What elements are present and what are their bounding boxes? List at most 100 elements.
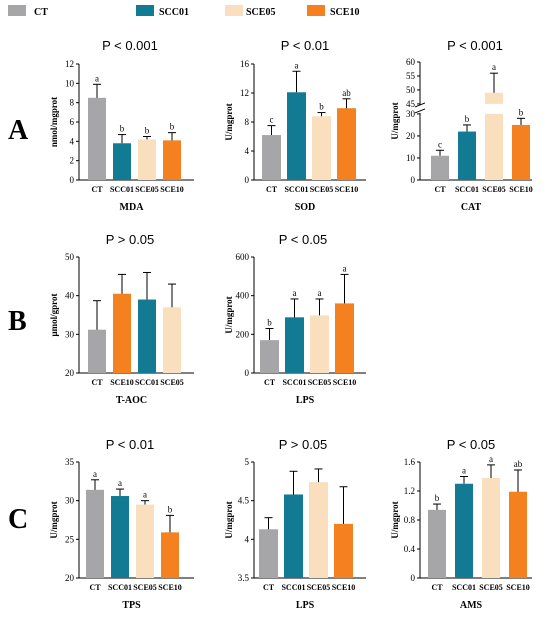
legend-swatch-sce05 <box>225 5 243 16</box>
y-tick-label: 10 <box>65 78 75 88</box>
bar-sce05 <box>482 477 500 578</box>
y-tick-label: 400 <box>236 291 250 301</box>
x-axis-label: T-AOC <box>116 395 147 406</box>
y-tick-label: 4.5 <box>238 496 250 506</box>
x-tick-label: SCC01 <box>282 378 306 387</box>
y-tick-label: 30 <box>406 109 416 119</box>
legend-swatch-ct <box>8 5 26 16</box>
x-tick-label: SCE05 <box>310 185 334 194</box>
y-tick-label: 600 <box>236 252 250 262</box>
significance-letter: a <box>93 469 97 479</box>
axis-break-mark <box>414 108 426 114</box>
x-axis-label: TPS <box>122 600 141 611</box>
panel-pvalue: P > 0.05 <box>106 232 155 247</box>
x-tick-label: SCE05 <box>133 583 157 592</box>
x-tick-label: CT <box>263 583 275 592</box>
y-tick-label: 12 <box>240 88 249 98</box>
bar-break-gap <box>484 103 504 114</box>
y-tick-label: 2 <box>70 156 75 166</box>
y-tick-label: 0 <box>70 175 75 185</box>
significance-letter: b <box>465 114 470 124</box>
bar-sce10 <box>337 108 356 180</box>
y-tick-label: 16 <box>240 59 250 69</box>
y-tick-label: 35 <box>65 457 75 467</box>
bar-sce05 <box>312 116 331 180</box>
x-tick-label: CT <box>91 185 103 194</box>
x-tick-label: CT <box>264 378 276 387</box>
y-tick-label: 20 <box>65 368 75 378</box>
bar-ct <box>428 509 446 578</box>
panel-pvalue: P < 0.01 <box>106 437 155 452</box>
y-tick-label: 10 <box>406 153 416 163</box>
y-tick-label: 40 <box>65 291 75 301</box>
x-tick-label: SCE05 <box>479 583 503 592</box>
x-axis-label: AMS <box>460 600 483 611</box>
x-tick-label: SCC01 <box>281 583 305 592</box>
panel-pvalue: P < 0.001 <box>102 38 158 53</box>
bar-sce10 <box>161 532 179 578</box>
row-label-c: C <box>8 504 28 535</box>
significance-letter: b <box>170 122 175 132</box>
bar-scc01 <box>113 143 131 180</box>
significance-letter: c <box>438 139 442 149</box>
significance-letter: a <box>293 288 297 298</box>
significance-letter: b <box>519 107 524 117</box>
y-tick-label: 20 <box>406 131 416 141</box>
x-tick-label: SCE10 <box>509 185 533 194</box>
bar-scc01 <box>458 131 476 180</box>
bar-scc01 <box>287 92 306 180</box>
significance-letter: a <box>295 60 299 70</box>
bar-scc01 <box>455 483 473 578</box>
y-axis-label: U/mgprot <box>224 296 234 333</box>
bar-scc01 <box>284 494 303 578</box>
x-axis-label: LPS <box>296 395 315 406</box>
x-tick-label: SCC01 <box>110 185 134 194</box>
legend-label-ct: CT <box>34 7 48 18</box>
panel-c-ams: 0 0.4 0.8 1.2 1.6 b CT a SCC01 a SCE05 ab SCE10 P < 0… <box>390 437 532 611</box>
x-tick-label: SCE05 <box>135 185 159 194</box>
significance-letter: b <box>319 102 324 112</box>
y-axis-label: μmol/gprot <box>49 294 59 337</box>
y-axis-label: U/mgprot <box>390 501 400 538</box>
y-tick-label: 12 <box>65 59 74 69</box>
axis-break-gap <box>416 104 424 113</box>
bar-sce05 <box>310 315 329 373</box>
panel-a-mda: 0 2 4 6 8 10 12 a CT b SCC01 b SCE05 b SCE10 P < 0.001 M… <box>49 38 194 213</box>
bar-sce05 <box>136 504 154 578</box>
x-tick-label: SCC01 <box>284 185 308 194</box>
y-tick-label: 200 <box>236 329 250 339</box>
y-tick-label: 8 <box>245 117 250 127</box>
significance-letter: b <box>267 318 272 328</box>
y-tick-label: 5 <box>245 457 250 467</box>
x-tick-label: SCC01 <box>452 583 476 592</box>
significance-letter: ab <box>514 459 523 469</box>
bar-sce10 <box>113 293 131 373</box>
x-tick-label: SCE10 <box>160 185 184 194</box>
significance-letter: b <box>435 493 440 503</box>
row-label-a: A <box>8 115 29 146</box>
bar-ct <box>88 97 106 180</box>
panel-a-sod: 0 4 8 12 16 c CT a SCC01 b SCE05 ab SCE10 P < 0.01 SOD… <box>224 38 366 213</box>
legend: CT SCC01 SCE05 SCE10 <box>8 5 359 18</box>
bar-scc01 <box>285 317 304 373</box>
significance-letter: b <box>145 126 150 136</box>
panel-pvalue: P < 0.001 <box>447 38 503 53</box>
bar-scc01 <box>111 496 129 578</box>
x-tick-label: CT <box>431 583 443 592</box>
bar-sce10 <box>509 491 527 578</box>
panel-c-tps: 20 25 30 35 a CT a SCC01 a SCE05 b SCE10 P < 0.01 TPS… <box>49 437 194 611</box>
panel-b-t-aoc: 20 30 40 50 CT SCE10 SCC01 SCE05 P > 0.05 T-AOC μm… <box>49 232 194 406</box>
y-tick-label: 30 <box>65 329 75 339</box>
row-label-b: B <box>8 306 27 337</box>
x-tick-label: SCE10 <box>333 378 357 387</box>
legend-label-sce10: SCE10 <box>330 7 359 18</box>
y-tick-label: 50 <box>406 85 416 95</box>
y-axis-label: U/mgprot <box>49 501 59 538</box>
y-tick-label: 0 <box>245 368 250 378</box>
panel-pvalue: P > 0.05 <box>279 437 328 452</box>
bar-sce05 <box>309 482 328 578</box>
y-tick-label: 0 <box>245 175 250 185</box>
x-tick-label: SCE10 <box>506 583 530 592</box>
